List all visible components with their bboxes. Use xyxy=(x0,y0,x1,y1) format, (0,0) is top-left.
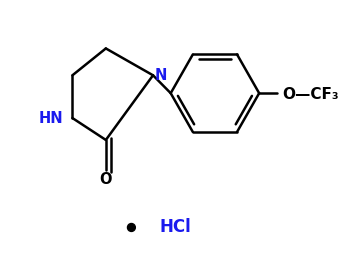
Circle shape xyxy=(127,224,135,232)
Text: O: O xyxy=(100,172,112,187)
Text: HCl: HCl xyxy=(160,219,192,236)
Text: O—CF₃: O—CF₃ xyxy=(282,87,339,102)
Text: N: N xyxy=(155,68,167,83)
Text: HN: HN xyxy=(38,111,63,126)
